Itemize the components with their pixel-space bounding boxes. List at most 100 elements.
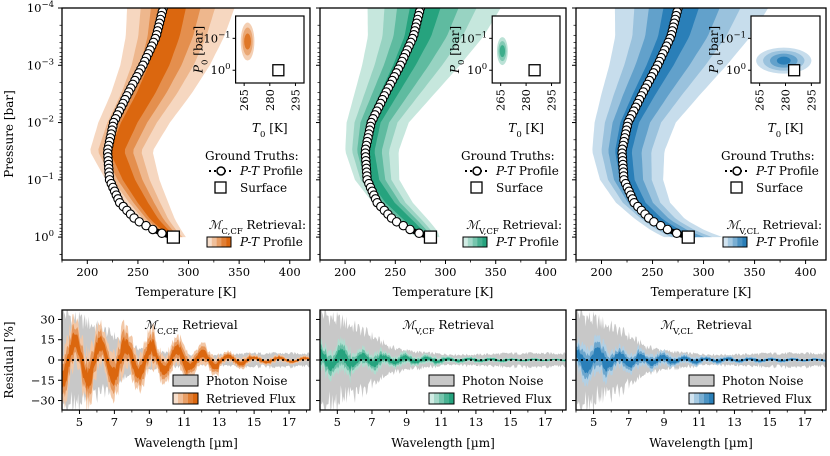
inset-y-tick-label: 10−1 xyxy=(719,30,746,45)
residual-title: ℳC,CF Retrieval xyxy=(144,318,238,337)
swatch-segment xyxy=(183,393,189,404)
pt-plot-area xyxy=(90,8,235,242)
legend-surface-marker xyxy=(214,181,227,194)
x-tick-label: 7 xyxy=(368,415,375,429)
truth-profile-marker xyxy=(405,224,415,235)
legend-retrieval-swatch xyxy=(722,236,748,248)
x-tick-label: 17 xyxy=(282,415,297,429)
swatch-segment xyxy=(449,393,455,404)
legend-flux-label: Retrieved Flux xyxy=(722,392,812,406)
swatch-segment xyxy=(226,237,232,247)
x-tick-label: 5 xyxy=(334,415,341,429)
legend-retrieval-title: ℳC,CF Retrieval: xyxy=(209,218,306,237)
truth-profile-marker xyxy=(157,228,167,239)
retrieved-flux-band-3 xyxy=(62,332,310,391)
inset-x-label: T0 [K] xyxy=(508,121,544,140)
truth-profile-marker xyxy=(662,224,673,235)
inset-y-tick-label: 100 xyxy=(211,62,231,77)
swatch-segment xyxy=(173,393,179,404)
x-axis-label: Wavelength [µm] xyxy=(649,436,753,450)
inset-x-tick-label: 280 xyxy=(779,89,793,111)
inset-x-tick-label: 295 xyxy=(804,89,818,111)
pt-panel-1: 200 250 300 350 400 Temperature [K] 10−4 10−3 10… xyxy=(2,0,311,299)
x-tick-label: 350 xyxy=(228,265,250,279)
legend-noise-label: Photon Noise xyxy=(206,374,287,388)
legend-retrieval-label: P-T Profile xyxy=(495,235,559,249)
swatch-segment xyxy=(742,237,748,247)
x-tick-label: 15 xyxy=(762,415,777,429)
pt-plot-area xyxy=(345,8,501,242)
y-tick-label: −30 xyxy=(31,394,55,408)
swatch-segment xyxy=(216,237,222,247)
legend-retrieval-label: P-T Profile xyxy=(755,235,819,249)
swatch-segment xyxy=(444,393,450,404)
swatch-segment xyxy=(434,393,440,404)
inset-x-tick-label: 295 xyxy=(545,89,559,111)
swatch-segment xyxy=(178,393,184,404)
legend-flux-swatch xyxy=(688,392,715,405)
x-tick-label: 350 xyxy=(744,265,766,279)
legend-noise-swatch xyxy=(428,374,455,387)
legend-flux-label: Retrieved Flux xyxy=(462,392,552,406)
x-tick-label: 200 xyxy=(334,265,356,279)
legend-noise-swatch xyxy=(172,374,199,387)
swatch-segment xyxy=(439,393,445,404)
res-plot-area xyxy=(62,310,310,410)
x-tick-label: 17 xyxy=(538,415,553,429)
legend-flux-label: Retrieved Flux xyxy=(206,392,296,406)
y-tick-label: 100 xyxy=(34,229,54,244)
x-tick-label: 5 xyxy=(76,415,83,429)
pt-panel-3: 200 250 300 350 400 Temperature [K] Ground Tru… xyxy=(572,7,827,299)
swatch-segment xyxy=(477,237,483,247)
x-tick-label: 9 xyxy=(403,415,410,429)
x-tick-label: 15 xyxy=(247,415,262,429)
swatch-segment xyxy=(472,237,478,247)
swatch-border xyxy=(688,392,715,405)
y-axis-label: Residual [%] xyxy=(2,321,16,398)
pt-axes-frame xyxy=(575,7,827,261)
inset-truth-marker xyxy=(787,64,801,77)
legend-ground-title: Ground Truths: xyxy=(721,149,815,163)
x-tick-label: 400 xyxy=(535,265,557,279)
x-tick-label: 7 xyxy=(625,415,632,429)
inset-x-tick-label: 280 xyxy=(519,89,533,111)
x-tick-label: 11 xyxy=(434,415,449,429)
swatch-segment xyxy=(732,237,738,247)
legend-retrieval-title: ℳV,CF Retrieval: xyxy=(466,218,562,237)
x-axis-label: Temperature [K] xyxy=(136,285,237,299)
x-tick-label: 13 xyxy=(727,415,742,429)
x-tick-label: 200 xyxy=(591,265,613,279)
pt-band-4 xyxy=(110,8,186,238)
x-tick-label: 9 xyxy=(146,415,153,429)
x-axis-label: Wavelength [µm] xyxy=(391,436,495,450)
inset-corner-plot: 265 280 295 10−1 100 T0 [K] P0 [bar] xyxy=(707,15,821,140)
res-plot-area xyxy=(576,310,826,410)
legend-noise-label: Photon Noise xyxy=(462,374,543,388)
y-tick-label: 10−3 xyxy=(27,57,54,72)
surface-marker xyxy=(423,230,438,244)
pt-axes-frame xyxy=(61,7,311,261)
inset-y-tick-label: 100 xyxy=(467,62,487,77)
inset-y-tick-label: 100 xyxy=(726,62,746,77)
inset-x-label: T0 [K] xyxy=(252,121,288,140)
swatch-segment xyxy=(482,237,488,247)
legend-profile-marker xyxy=(732,166,742,176)
swatch-segment xyxy=(429,393,435,404)
legend-surface-label: Surface xyxy=(756,181,803,195)
inset-x-tick-label: 265 xyxy=(237,89,251,111)
legend-profile-label: P-T Profile xyxy=(239,164,303,178)
inset-x-tick-label: 265 xyxy=(494,89,508,111)
inset-y-label: P0 [bar] xyxy=(707,26,726,74)
legend-profile-label: P-T Profile xyxy=(755,164,819,178)
truth-profile-marker xyxy=(671,228,682,239)
legend-surface-marker xyxy=(470,181,483,194)
retrieved-flux-band-3 xyxy=(320,348,566,372)
inset-truth-marker xyxy=(272,64,285,77)
residual-title: ℳV,CF Retrieval xyxy=(402,318,494,337)
x-tick-label: 250 xyxy=(642,265,664,279)
x-tick-label: 5 xyxy=(590,415,597,429)
residual-title: ℳV,CL Retrieval xyxy=(660,318,752,337)
swatch-segment xyxy=(221,237,227,247)
swatch-segment xyxy=(704,393,710,404)
